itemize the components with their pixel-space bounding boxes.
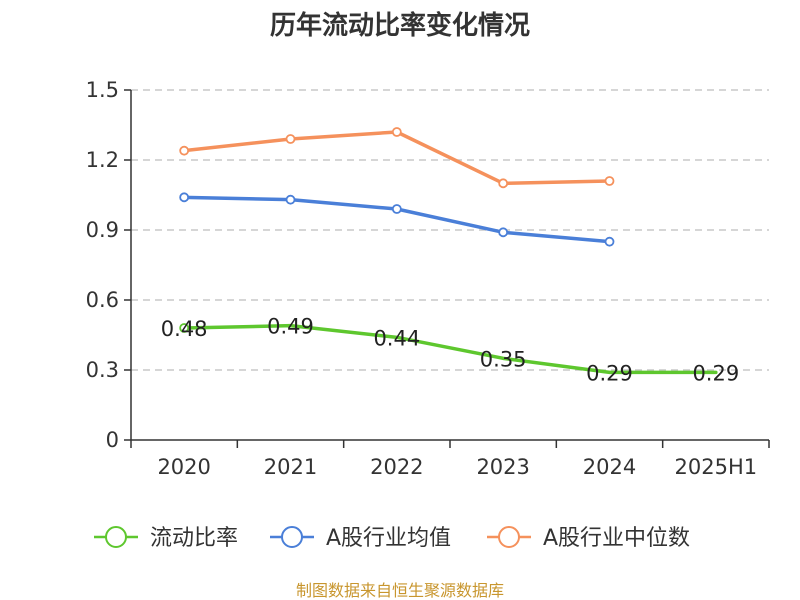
data-point [604, 236, 615, 247]
data-label: 0.35 [480, 347, 527, 371]
x-tick-label: 2023 [476, 455, 529, 479]
data-point [285, 134, 296, 144]
legend-marker [281, 526, 303, 548]
series-line [182, 323, 718, 375]
legend-label: A股行业均值 [326, 526, 451, 551]
data-labels: 0.48 0.49 0.44 0.35 0.29 0.29 [161, 315, 739, 386]
y-tick-label: 0.3 [86, 358, 119, 382]
legend-marker [105, 526, 127, 548]
x-tick-label: 2022 [370, 455, 423, 479]
x-tick-label: 2024 [583, 455, 636, 479]
legend: 流动比率 A股行业均值 A股行业中位数 [94, 526, 690, 551]
data-point [604, 176, 615, 186]
data-label: 0.44 [373, 326, 420, 350]
source-note: 制图数据来自恒生聚源数据库 [296, 581, 504, 600]
legend-item: A股行业中位数 [487, 526, 690, 551]
series-line [182, 130, 612, 186]
series-lines [179, 127, 718, 375]
series-line [182, 195, 612, 244]
y-tick-label: 1.2 [86, 148, 119, 172]
data-point [179, 145, 190, 156]
series-1 [179, 192, 615, 247]
legend-label: A股行业中位数 [543, 526, 690, 551]
data-point [498, 227, 509, 238]
x-tick-label: 2021 [264, 455, 317, 479]
grid [131, 89, 769, 371]
data-label: 0.49 [267, 315, 314, 339]
y-tick-label: 0.6 [86, 288, 119, 312]
x-tick-label: 2025H1 [675, 455, 758, 479]
y-tick-label: 0 [106, 428, 119, 452]
series-2 [179, 127, 615, 189]
data-point [179, 323, 190, 333]
data-point [391, 127, 402, 137]
legend-item: A股行业均值 [270, 526, 451, 551]
legend-marker [498, 526, 520, 548]
chart-title: 历年流动比率变化情况 [270, 10, 530, 41]
axes: 0 0.3 0.6 0.9 1.2 1.5 2020 2021 2022 2023 2024 2025… [86, 78, 770, 479]
data-point [391, 204, 402, 214]
data-label: 0.29 [586, 361, 633, 385]
series-0 [179, 323, 718, 375]
legend-label: 流动比率 [150, 526, 238, 551]
x-tick-label: 2020 [157, 455, 210, 479]
data-point [285, 194, 296, 205]
data-point [498, 178, 509, 189]
data-label: 0.48 [161, 317, 208, 341]
legend-item: 流动比率 [94, 526, 238, 551]
data-point [179, 192, 190, 203]
y-tick-label: 1.5 [86, 78, 119, 102]
data-label: 0.29 [692, 361, 739, 385]
y-tick-label: 0.9 [86, 218, 119, 242]
